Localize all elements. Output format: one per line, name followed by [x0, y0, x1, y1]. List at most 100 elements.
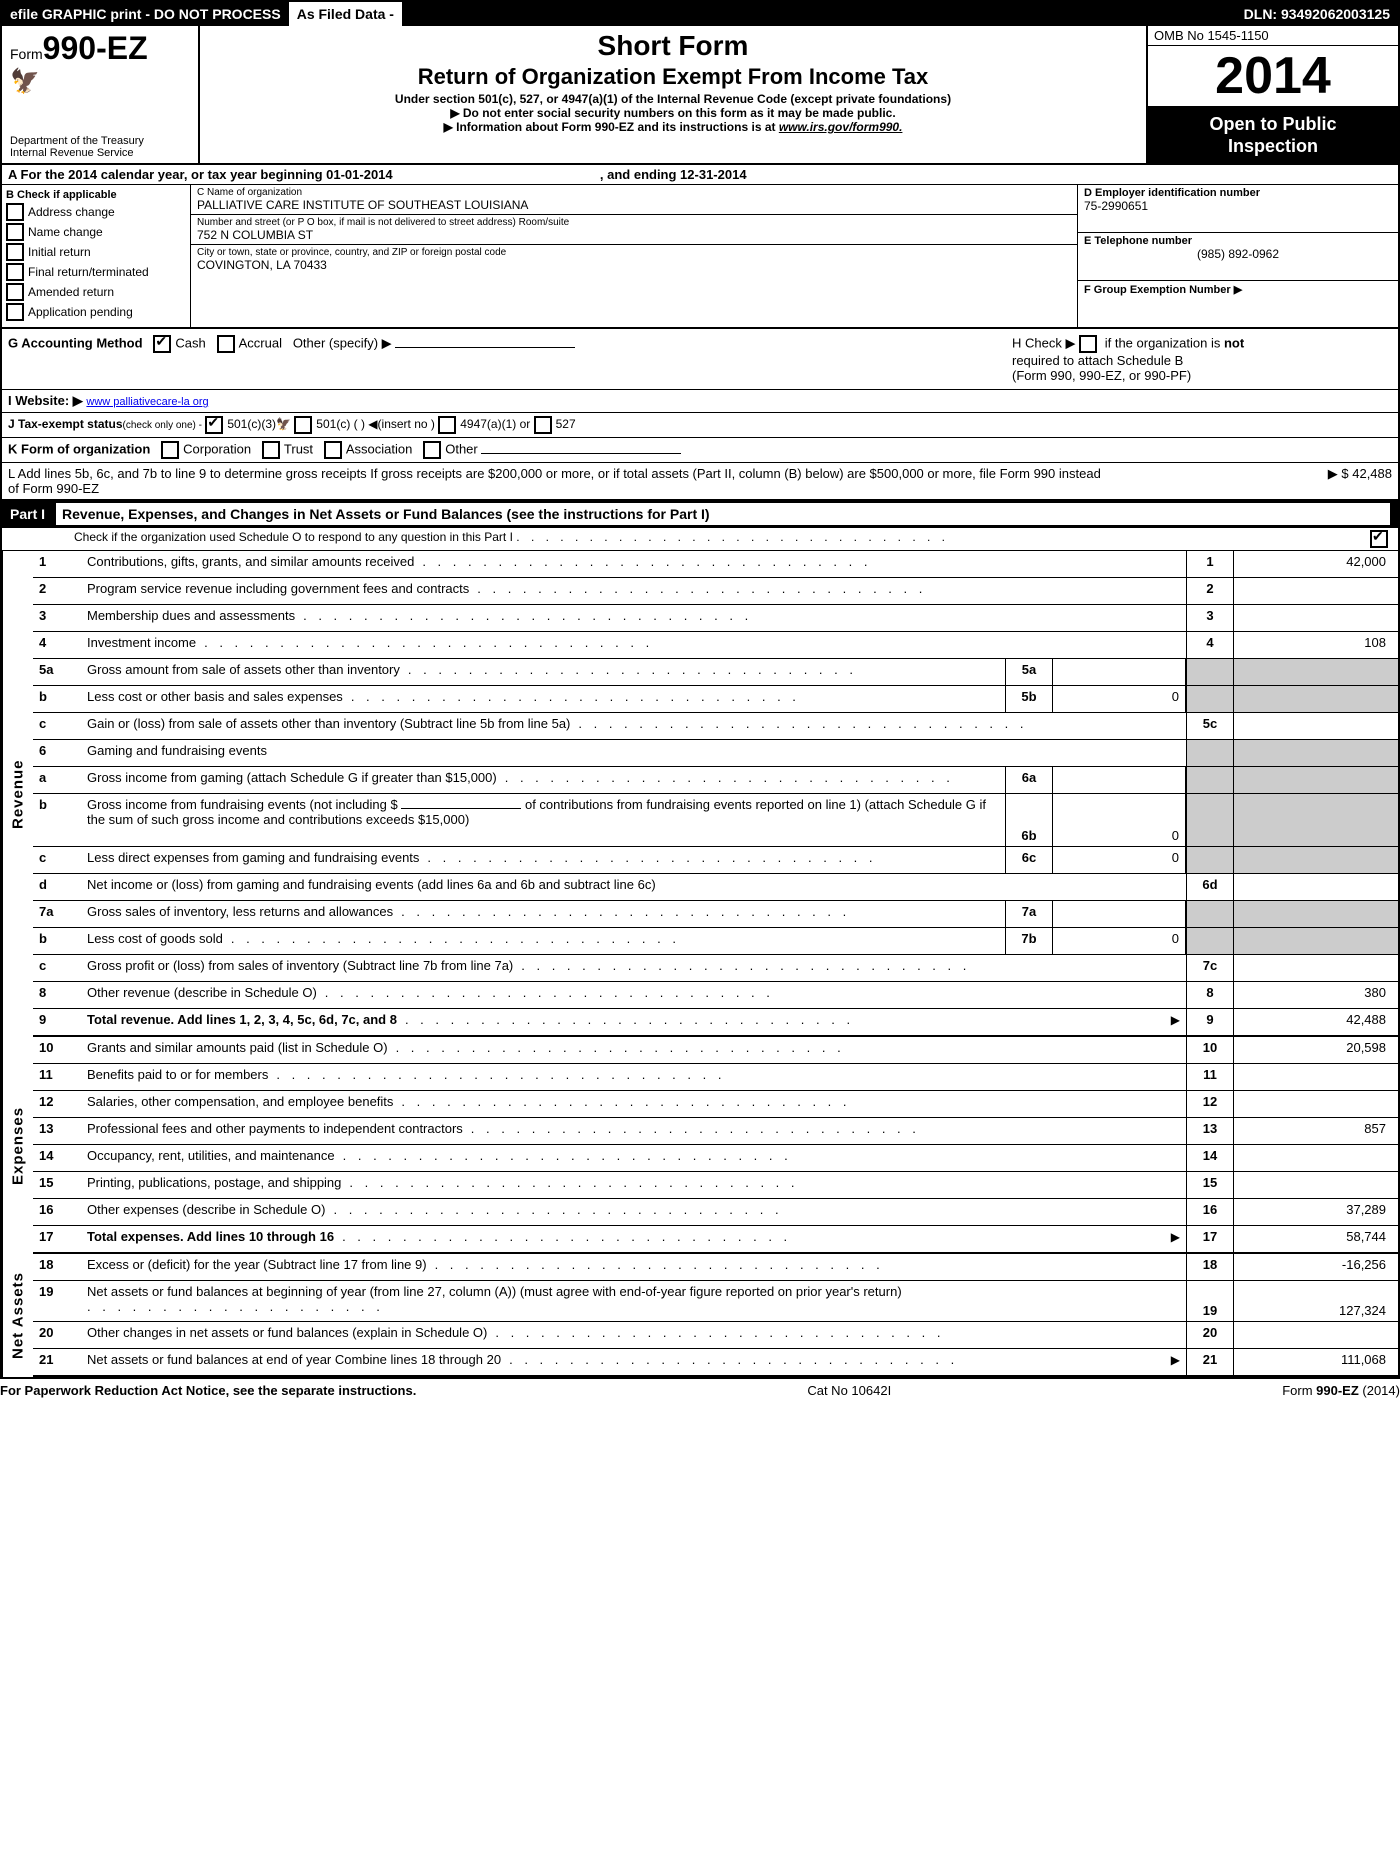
j-note: (check only one) - [123, 420, 202, 431]
line9-desc: Total revenue. Add lines 1, 2, 3, 4, 5c,… [87, 1012, 405, 1027]
line13-desc: Professional fees and other payments to … [87, 1121, 471, 1136]
phone-label: E Telephone number [1084, 235, 1392, 247]
line14-desc: Occupancy, rent, utilities, and maintena… [87, 1148, 343, 1163]
j-527-check[interactable] [534, 416, 552, 434]
col-b: B Check if applicable Address change Nam… [2, 185, 191, 327]
dept-irs: Internal Revenue Service [10, 147, 134, 159]
line1-desc: Contributions, gifts, grants, and simila… [87, 554, 422, 569]
line17-desc: Total expenses. Add lines 10 through 16 [87, 1229, 342, 1244]
line3-val [1233, 605, 1398, 631]
part-i-subtext: Check if the organization used Schedule … [74, 530, 513, 544]
irs-link[interactable]: www.irs.gov/form990. [779, 120, 903, 134]
schedule-o-check[interactable] [1370, 530, 1388, 548]
line8-desc: Other revenue (describe in Schedule O) [87, 985, 325, 1000]
k-corp-check[interactable] [161, 441, 179, 459]
netassets-label: Net Assets [2, 1254, 33, 1377]
k-corp: Corporation [183, 442, 251, 457]
line18-val: -16,256 [1233, 1254, 1398, 1280]
l-text: L Add lines 5b, 6c, and 7b to line 9 to … [8, 466, 1108, 496]
h-text2: if the organization is [1105, 336, 1221, 351]
part-i-header: Part I Revenue, Expenses, and Changes in… [2, 500, 1398, 528]
line21-val: 111,068 [1233, 1349, 1398, 1375]
app-pending-label: Application pending [28, 305, 133, 319]
k-assoc-check[interactable] [324, 441, 342, 459]
line18-desc: Excess or (deficit) for the year (Subtra… [87, 1257, 435, 1272]
open-public: Open to Public [1209, 114, 1336, 134]
form-990ez-container: efile GRAPHIC print - DO NOT PROCESS As … [0, 0, 1400, 1379]
line6b-desc1: Gross income from fundraising events (no… [87, 797, 398, 812]
eagle-icon: 🦅 [10, 67, 190, 96]
line12-desc: Salaries, other compensation, and employ… [87, 1094, 401, 1109]
k-other: Other [445, 442, 478, 457]
j-501c-check[interactable] [294, 416, 312, 434]
netassets-section: Net Assets 18Excess or (deficit) for the… [2, 1254, 1398, 1377]
line19-val: 127,324 [1233, 1281, 1398, 1321]
website-url[interactable]: www palliativecare-la org [86, 396, 208, 408]
addr-change-check[interactable] [6, 203, 24, 221]
k-trust: Trust [284, 442, 313, 457]
line6d-desc: Net income or (loss) from gaming and fun… [87, 877, 656, 892]
expenses-label: Expenses [2, 1037, 33, 1254]
line15-val [1233, 1172, 1398, 1198]
i-label: I Website: ▶ [8, 393, 83, 408]
initial-return-check[interactable] [6, 243, 24, 261]
j-4947-check[interactable] [438, 416, 456, 434]
line7a-desc: Gross sales of inventory, less returns a… [87, 904, 401, 919]
k-trust-check[interactable] [262, 441, 280, 459]
j-501c3: 501(c)(3) [227, 417, 276, 431]
accrual-check[interactable] [217, 335, 235, 353]
org-name-label: C Name of organization [197, 187, 1071, 198]
final-return-check[interactable] [6, 263, 24, 281]
h-check[interactable] [1079, 335, 1097, 353]
line5b-desc: Less cost or other basis and sales expen… [87, 689, 351, 704]
line5c-desc: Gain or (loss) from sale of assets other… [87, 716, 578, 731]
line2-desc: Program service revenue including govern… [87, 581, 477, 596]
line3-desc: Membership dues and assessments [87, 608, 303, 623]
g-h-row: G Accounting Method Cash Accrual Other (… [2, 329, 1398, 390]
line20-desc: Other changes in net assets or fund bala… [87, 1325, 495, 1340]
revenue-label: Revenue [2, 551, 33, 1037]
k-label: K Form of organization [8, 442, 150, 457]
asfiled-label: As Filed Data - [289, 2, 402, 26]
line8-val: 380 [1233, 982, 1398, 1008]
line2-val [1233, 578, 1398, 604]
form-prefix: Form [10, 46, 43, 62]
ein-label: D Employer identification number [1084, 187, 1392, 199]
name-change-check[interactable] [6, 223, 24, 241]
header-right: OMB No 1545-1150 2014 Open to Public Ins… [1146, 26, 1398, 163]
app-pending-check[interactable] [6, 303, 24, 321]
cash-check[interactable] [153, 335, 171, 353]
final-return-label: Final return/terminated [28, 265, 149, 279]
col-c: C Name of organization PALLIATIVE CARE I… [191, 185, 1078, 327]
name-change-label: Name change [28, 225, 103, 239]
line9-val: 42,488 [1233, 1009, 1398, 1035]
amended-return-check[interactable] [6, 283, 24, 301]
city-label: City or town, state or province, country… [197, 247, 1071, 258]
col-b-header: B Check if applicable [6, 189, 186, 201]
line6c-subval: 0 [1053, 847, 1186, 873]
line5a-desc: Gross amount from sale of assets other t… [87, 662, 408, 677]
line17-val: 58,744 [1233, 1226, 1398, 1252]
h-text1: H Check ▶ [1012, 336, 1075, 351]
footer-mid: Cat No 10642I [807, 1383, 891, 1398]
section-a-post: , and ending 12-31-2014 [600, 167, 747, 182]
line19-desc: Net assets or fund balances at beginning… [87, 1284, 902, 1299]
cash-label: Cash [175, 336, 205, 351]
row-k: K Form of organization Corporation Trust… [2, 438, 1398, 463]
line7b-subval: 0 [1053, 928, 1186, 954]
k-assoc: Association [346, 442, 412, 457]
line21-desc: Net assets or fund balances at end of ye… [87, 1352, 509, 1367]
part-i-sub: Check if the organization used Schedule … [2, 528, 1398, 551]
j-501c3-check[interactable] [205, 416, 223, 434]
j-4947: 4947(a)(1) or [460, 417, 530, 431]
k-other-check[interactable] [423, 441, 441, 459]
row-l: L Add lines 5b, 6c, and 7b to line 9 to … [2, 463, 1398, 500]
info-note-pre: ▶ Information about Form 990-EZ and its … [444, 120, 779, 134]
line16-val: 37,289 [1233, 1199, 1398, 1225]
footer-left: For Paperwork Reduction Act Notice, see … [0, 1383, 416, 1398]
g-label: G Accounting Method [8, 336, 143, 351]
return-subtitle: Return of Organization Exempt From Incom… [208, 64, 1138, 90]
line12-val [1233, 1091, 1398, 1117]
footer-right: Form 990-EZ (2014) [1282, 1383, 1400, 1398]
phone-value: (985) 892-0962 [1084, 247, 1392, 261]
